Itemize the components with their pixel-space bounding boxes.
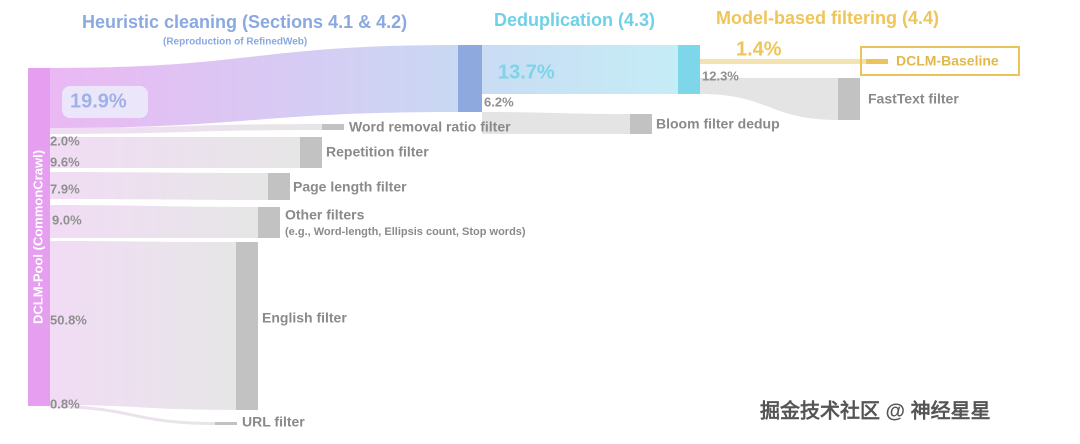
filter-label: Other filters (285, 207, 365, 223)
flow (50, 124, 322, 134)
filter-share: 9.0% (52, 212, 82, 227)
filter-label: Bloom filter dedup (656, 116, 780, 132)
result-node (866, 59, 888, 64)
flow (50, 172, 268, 200)
flow (700, 59, 866, 64)
filter-label: Word removal ratio filter (349, 119, 511, 135)
filter-label: English filter (262, 310, 347, 326)
filter-node (215, 422, 237, 425)
flow (50, 205, 258, 238)
filter-node (236, 242, 258, 410)
flow (50, 137, 300, 168)
flow (50, 405, 215, 425)
filter-share: 2.0% (50, 133, 80, 148)
result-label: DCLM-Baseline (896, 53, 999, 69)
filter-nodes: Word removal ratio filter 2.0% Repetition … (50, 68, 959, 429)
kept-dedup: 13.7% (498, 61, 555, 83)
result-box (860, 46, 1020, 76)
dedup-node (678, 45, 700, 94)
model-title: Model-based filtering (4.4) (716, 8, 939, 28)
kept-badge (62, 86, 148, 118)
dedup-title: Deduplication (4.3) (494, 10, 655, 30)
filter-label: FastText filter (868, 91, 959, 107)
heuristic-subtitle: (Reproduction of RefinedWeb) (163, 37, 307, 48)
filter-label: URL filter (242, 414, 305, 430)
flow (700, 78, 838, 120)
filter-node (630, 114, 652, 134)
heuristic-title: Heuristic cleaning (Sections 4.1 & 4.2) (82, 12, 407, 32)
flow (482, 45, 678, 94)
flow (50, 241, 236, 410)
filter-share: 12.3% (702, 68, 739, 83)
filter-node (322, 124, 344, 130)
filter-share: 0.8% (50, 396, 80, 411)
kept-heuristic: 19.9% (70, 90, 127, 112)
filter-node (258, 207, 280, 238)
filter-node (838, 78, 860, 120)
filter-label: Repetition filter (326, 144, 429, 160)
filter-node (268, 173, 290, 200)
watermark: 掘金技术社区 @ 神经星星 (760, 398, 991, 422)
flow (50, 45, 458, 128)
filter-share: 9.6% (50, 154, 80, 169)
source-node (28, 68, 50, 406)
filter-share: 6.2% (484, 94, 514, 109)
source-label: DCLM-Pool (CommonCrawl) (30, 150, 45, 324)
filter-note: (e.g., Word-length, Ellipsis count, Stop… (285, 226, 526, 238)
flow (482, 112, 630, 134)
flows (50, 45, 866, 425)
filter-node (300, 137, 322, 168)
filter-share: 50.8% (50, 312, 87, 327)
filter-share: 7.9% (50, 181, 80, 196)
kept-model: 1.4% (736, 38, 782, 60)
heuristic-node (458, 45, 482, 112)
filter-label: Page length filter (293, 179, 407, 195)
